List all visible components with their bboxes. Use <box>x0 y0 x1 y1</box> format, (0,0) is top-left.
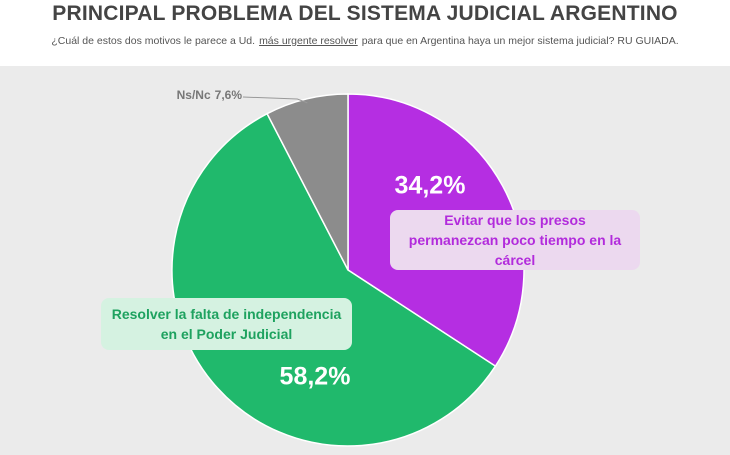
subtitle-part: para que en Argentina haya un mejor sist… <box>361 35 679 47</box>
value-label: 58,2% <box>280 363 351 391</box>
chart-title: PRINCIPAL PROBLEMA DEL SISTEMA JUDICIAL … <box>52 2 678 25</box>
subtitle-emphasis: más urgente resolver <box>259 35 358 47</box>
subtitle-part: ¿Cuál de estos dos motivos le parece a U… <box>51 35 256 47</box>
leader-line <box>242 96 308 104</box>
value-label: 7,6% <box>215 88 243 102</box>
category-label: Evitar que los presos permanezcan poco t… <box>390 210 640 270</box>
category-label: Resolver la falta de independencia en el… <box>101 298 352 350</box>
pie-slice <box>171 112 497 447</box>
pie-slice <box>266 93 349 271</box>
slice-label: Ns/Nc 7,6% <box>177 88 243 102</box>
plot-area: 34,2% 58,2% Ns/Nc 7,6% Evitar que los preso… <box>0 66 730 455</box>
chart: 34,2% 58,2% Ns/Nc 7,6% <box>171 88 525 447</box>
header: PRINCIPAL PROBLEMA DEL SISTEMA JUDICIAL … <box>0 0 730 66</box>
value-label: 34,2% <box>395 172 466 200</box>
chart-subtitle: ¿Cuál de estos dos motivos le parece a U… <box>0 35 730 47</box>
category-label: Ns/Nc <box>177 88 211 102</box>
